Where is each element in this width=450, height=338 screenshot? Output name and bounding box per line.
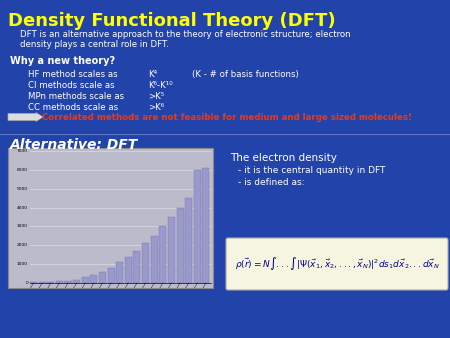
Text: 1000: 1000 (17, 262, 28, 266)
FancyBboxPatch shape (226, 238, 448, 290)
Text: K⁴: K⁴ (148, 70, 157, 79)
Text: 7000: 7000 (17, 149, 28, 153)
Bar (159, 226, 166, 283)
Text: density plays a central role in DFT.: density plays a central role in DFT. (20, 40, 169, 49)
Bar (185, 198, 192, 283)
Bar (108, 268, 115, 283)
Text: Alternative: DFT: Alternative: DFT (10, 138, 138, 152)
Text: K⁶-K¹⁰: K⁶-K¹⁰ (148, 81, 173, 90)
Bar (90, 274, 97, 283)
Text: CC methods scale as: CC methods scale as (28, 103, 118, 112)
Text: MPn methods scale as: MPn methods scale as (28, 92, 124, 101)
Text: HF method scales as: HF method scales as (28, 70, 117, 79)
Text: $\rho(\vec{r}) = N \int ... \int |\Psi(\vec{x}_1, \vec{x}_2, ..., \vec{x}_N)|^2 : $\rho(\vec{r}) = N \int ... \int |\Psi(\… (234, 256, 439, 272)
Text: Correlated methods are not feasible for medium and large sized molecules!: Correlated methods are not feasible for … (42, 113, 412, 121)
Text: 5000: 5000 (17, 187, 28, 191)
FancyArrow shape (8, 113, 43, 121)
Bar (134, 251, 140, 283)
Bar (202, 168, 209, 283)
Text: DFT is an alternative approach to the theory of electronic structure; electron: DFT is an alternative approach to the th… (20, 30, 351, 39)
Text: 2000: 2000 (17, 243, 28, 247)
Text: >K⁶: >K⁶ (148, 103, 164, 112)
Bar (99, 272, 106, 283)
Text: Density Functional Theory (DFT): Density Functional Theory (DFT) (8, 12, 336, 30)
Text: Why a new theory?: Why a new theory? (10, 56, 115, 66)
Bar (39, 282, 46, 283)
Text: - is defined as:: - is defined as: (238, 178, 305, 187)
Bar (168, 217, 175, 283)
Text: CI methods scale as: CI methods scale as (28, 81, 115, 90)
Bar (82, 277, 89, 283)
Text: (K - # of basis functions): (K - # of basis functions) (192, 70, 299, 79)
Text: 4000: 4000 (17, 206, 28, 210)
Text: 6000: 6000 (17, 168, 28, 172)
Bar (151, 236, 158, 283)
Bar (176, 208, 184, 283)
Bar (8, 148, 213, 288)
Bar (125, 257, 132, 283)
Text: - it is the central quantity in DFT: - it is the central quantity in DFT (238, 166, 385, 175)
Bar (116, 262, 123, 283)
Text: 0: 0 (25, 281, 28, 285)
Bar (47, 282, 54, 283)
Bar (142, 243, 149, 283)
Bar (64, 281, 72, 283)
Text: >K⁵: >K⁵ (148, 92, 164, 101)
Bar (73, 280, 80, 283)
Bar (194, 170, 201, 283)
Bar (56, 281, 63, 283)
Text: The electron density: The electron density (230, 153, 337, 163)
Text: 3000: 3000 (17, 224, 28, 228)
